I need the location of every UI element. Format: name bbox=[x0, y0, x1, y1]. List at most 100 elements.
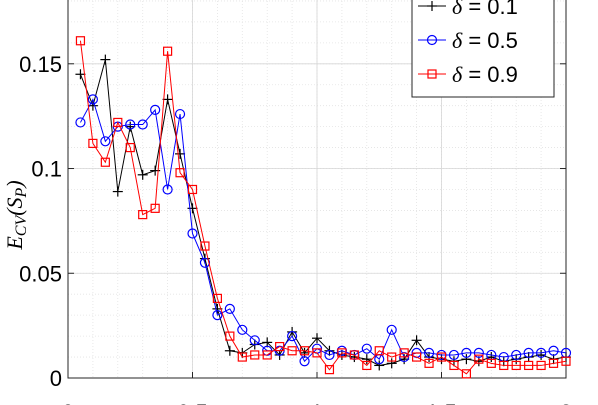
y-tick-label: 0.15 bbox=[19, 52, 62, 77]
legend-item: δ = 0.5 bbox=[418, 28, 518, 53]
legend-value: = 0.5 bbox=[462, 28, 518, 53]
data-point bbox=[125, 121, 136, 132]
data-point bbox=[75, 36, 86, 46]
data-point bbox=[162, 184, 173, 195]
data-point bbox=[187, 228, 198, 239]
data-point bbox=[200, 241, 210, 251]
y-tick-label: 0 bbox=[50, 366, 62, 391]
data-point bbox=[399, 348, 409, 358]
data-point bbox=[287, 346, 297, 356]
series-2 bbox=[75, 36, 571, 379]
data-point bbox=[163, 46, 173, 56]
data-point bbox=[461, 369, 471, 379]
data-point bbox=[175, 148, 186, 159]
data-point bbox=[511, 360, 521, 371]
y-axis-label-main: E bbox=[2, 236, 27, 251]
data-point bbox=[536, 360, 546, 371]
x-tick-label: 1 bbox=[311, 400, 323, 405]
data-point bbox=[237, 324, 248, 335]
data-point bbox=[349, 350, 359, 360]
data-point bbox=[499, 360, 509, 371]
data-point bbox=[237, 352, 247, 362]
data-point bbox=[324, 349, 335, 361]
y-tick-label: 0.05 bbox=[19, 261, 62, 286]
data-point bbox=[88, 138, 98, 148]
data-point bbox=[337, 348, 347, 358]
data-point bbox=[361, 343, 372, 354]
data-point bbox=[224, 345, 235, 356]
legend-marker bbox=[426, 34, 438, 46]
data-point bbox=[275, 341, 285, 352]
data-point bbox=[175, 168, 185, 178]
legend-symbol: δ bbox=[452, 28, 463, 53]
data-point bbox=[412, 352, 422, 362]
data-point bbox=[150, 104, 161, 115]
data-point bbox=[374, 346, 384, 356]
data-point bbox=[125, 119, 136, 130]
data-point bbox=[100, 157, 110, 167]
data-point bbox=[523, 347, 534, 358]
data-point bbox=[150, 203, 160, 213]
data-point bbox=[361, 354, 372, 365]
legend: δ = 0.1δ = 0.5δ = 0.9 bbox=[411, 0, 555, 98]
data-point bbox=[461, 354, 472, 365]
data-point bbox=[524, 360, 534, 371]
data-point bbox=[262, 350, 272, 360]
x-tick-label: 0.5 bbox=[177, 400, 208, 405]
data-point bbox=[299, 356, 310, 367]
data-point bbox=[474, 354, 484, 364]
data-point bbox=[100, 136, 111, 147]
data-point bbox=[386, 358, 397, 369]
y-axis-label-arg-sub: P bbox=[13, 187, 30, 198]
legend-item: δ = 0.9 bbox=[418, 62, 518, 87]
y-axis-label: ECV(SP) bbox=[2, 180, 30, 250]
y-axis-label-sub: CV bbox=[13, 214, 30, 237]
data-point bbox=[448, 349, 460, 361]
data-point bbox=[312, 333, 322, 344]
legend-symbol: δ bbox=[452, 0, 463, 19]
data-point bbox=[362, 360, 372, 371]
data-point bbox=[125, 142, 135, 153]
data-point bbox=[100, 54, 111, 65]
legend-symbol: δ bbox=[452, 62, 463, 87]
legend-value: = 0.1 bbox=[462, 0, 518, 19]
data-point bbox=[411, 335, 422, 346]
data-point bbox=[561, 356, 571, 366]
data-point bbox=[324, 365, 335, 375]
data-point bbox=[449, 360, 459, 371]
data-point bbox=[137, 169, 148, 180]
series-line bbox=[80, 98, 567, 363]
y-axis-label-arg: (S bbox=[2, 197, 27, 215]
data-point bbox=[75, 69, 86, 80]
legend-value: = 0.9 bbox=[462, 62, 518, 87]
legend-box bbox=[411, 0, 555, 98]
data-point bbox=[548, 345, 559, 356]
legend-marker bbox=[427, 1, 437, 11]
data-point bbox=[423, 347, 435, 358]
legend-label: δ = 0.5 bbox=[452, 28, 518, 53]
data-point bbox=[87, 94, 99, 105]
data-point bbox=[436, 352, 447, 362]
legend-marker bbox=[427, 69, 437, 79]
series bbox=[75, 36, 572, 379]
data-point bbox=[75, 117, 86, 128]
data-point bbox=[225, 331, 235, 341]
data-point bbox=[536, 349, 547, 360]
data-point bbox=[250, 350, 260, 360]
data-point bbox=[399, 354, 410, 365]
legend-label: δ = 0.9 bbox=[452, 62, 518, 87]
data-point bbox=[249, 335, 260, 346]
data-point bbox=[511, 349, 522, 361]
y-axis-label-close: ) bbox=[2, 180, 27, 189]
data-point bbox=[113, 117, 123, 128]
data-point bbox=[187, 203, 198, 214]
data-point bbox=[212, 310, 223, 321]
data-point bbox=[287, 331, 298, 342]
data-point bbox=[349, 352, 360, 363]
data-point bbox=[212, 293, 222, 303]
data-point bbox=[112, 186, 123, 197]
data-point bbox=[138, 210, 148, 220]
x-tick-label: 0 bbox=[62, 400, 74, 405]
data-point bbox=[224, 303, 235, 314]
